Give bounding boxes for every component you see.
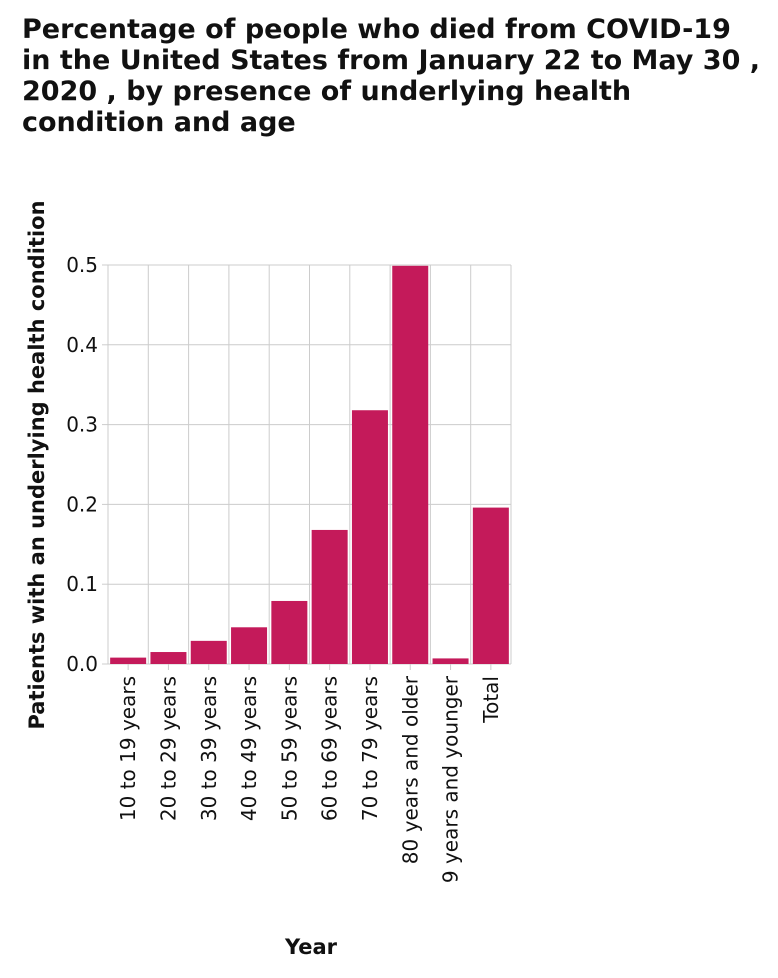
y-tick-label: 0.2 <box>66 492 98 516</box>
y-tick-label: 0.4 <box>66 333 98 357</box>
y-axis-ticks: 0.0 0.1 0.2 0.3 0.4 0.5 <box>66 253 98 676</box>
bar-10-to-19-years <box>110 657 147 664</box>
bars <box>110 265 509 664</box>
bar-20-to-29-years <box>150 652 187 664</box>
y-tick-label: 0.5 <box>66 253 98 277</box>
x-tick-label: 50 to 59 years <box>277 676 301 821</box>
bar-30-to-39-years <box>190 640 227 664</box>
bar-50-to-59-years <box>271 600 308 664</box>
x-tick-label: 30 to 39 years <box>197 676 221 821</box>
chart-title: Percentage of people who died from COVID… <box>22 14 761 138</box>
x-axis-label: Year <box>284 935 338 959</box>
bar-70-to-79-years <box>351 410 388 664</box>
y-axis-label: Patients with an underlying health condi… <box>25 200 49 729</box>
x-tick-label: 60 to 69 years <box>318 676 342 821</box>
bar-80-years-and-older <box>392 265 429 664</box>
x-tick-label: 20 to 29 years <box>156 676 180 821</box>
y-tick-label: 0.3 <box>66 413 98 437</box>
x-tick-label: Total <box>479 676 503 724</box>
x-tick-label: 9 years and younger <box>439 675 463 883</box>
bar-60-to-69-years <box>311 529 348 664</box>
y-tick-label: 0.0 <box>66 652 98 676</box>
bar-40-to-49-years <box>231 627 268 664</box>
x-tick-label: 40 to 49 years <box>237 676 261 821</box>
y-tick-label: 0.1 <box>66 572 98 596</box>
bar-total <box>472 507 509 664</box>
x-tick-label: 80 years and older <box>398 675 422 864</box>
bar-9-years-and-younger <box>432 658 469 664</box>
x-tick-label: 70 to 79 years <box>358 676 382 821</box>
x-tick-label: 10 to 19 years <box>116 676 140 821</box>
x-axis-ticks: 10 to 19 years 20 to 29 years 30 to 39 yea… <box>116 675 503 883</box>
